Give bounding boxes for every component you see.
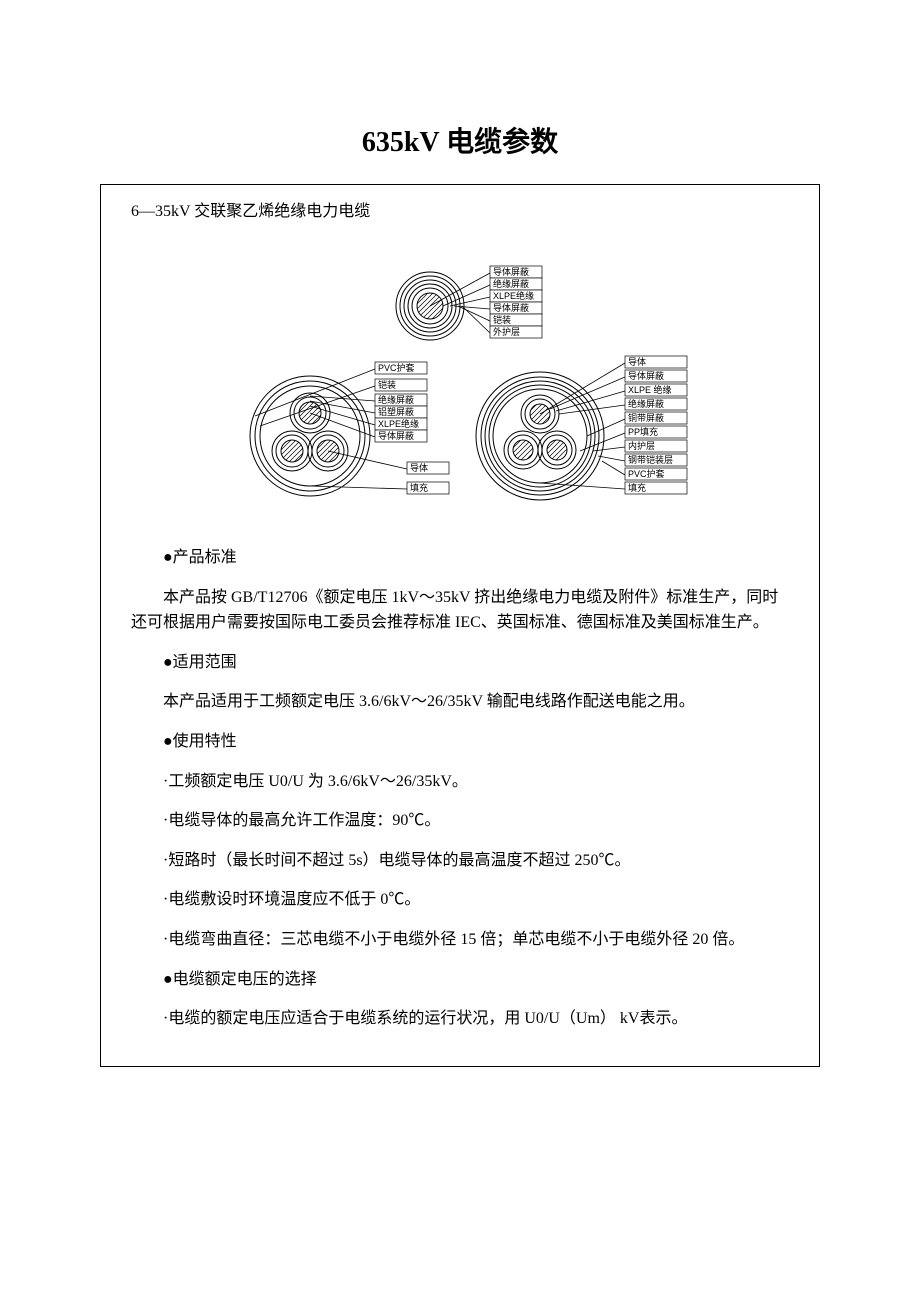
section-item: ·工频额定电压 U0/U 为 3.6/6kV～26/35kV。 (131, 769, 789, 795)
section-para: 本产品按 GB/T12706《额定电压 1kV～35kV 挤出绝缘电力电缆及附件… (131, 585, 789, 636)
section-para: 本产品适用于工频额定电压 3.6/6kV～26/35kV 输配电线路作配送电能之… (131, 689, 789, 715)
right-label-3: 绝缘屏蔽 (628, 398, 664, 409)
cable-diagram: 导体屏蔽 绝缘屏蔽 XLPE绝缘 导体屏蔽 铠装 外护层 (180, 251, 740, 511)
right-label-5: PP填充 (628, 426, 658, 437)
right-label-4: 铜带屏蔽 (628, 412, 664, 423)
three-core-cable-left: PVC护套 铠装 绝缘屏蔽 铝塑屏蔽 XLPE绝缘 导体屏蔽 导体 填充 (250, 362, 449, 496)
left-label-5: 导体屏蔽 (378, 430, 414, 441)
section-head: ●电缆额定电压的选择 (131, 967, 789, 993)
content-box: 6—35kV 交联聚乙烯绝缘电力电缆 (100, 184, 820, 1067)
single-core-cable: 导体屏蔽 绝缘屏蔽 XLPE绝缘 导体屏蔽 铠装 外护层 (396, 266, 542, 340)
left-label-4: XLPE绝缘 (378, 418, 419, 429)
top-labels: 导体屏蔽 绝缘屏蔽 XLPE绝缘 导体屏蔽 铠装 外护层 (490, 266, 542, 338)
left-label-6: 导体 (410, 462, 428, 473)
left-label-7: 填充 (410, 482, 428, 493)
top-label-4: 铠装 (493, 314, 511, 325)
top-label-1: 绝缘屏蔽 (493, 278, 529, 289)
left-label-1: 铠装 (378, 379, 396, 390)
left-label-0: PVC护套 (378, 362, 415, 373)
top-label-0: 导体屏蔽 (493, 266, 529, 277)
section-item: ·电缆敷设时环境温度应不低于 0℃。 (131, 887, 789, 913)
right-label-1: 导体屏蔽 (628, 370, 664, 381)
section-item: ·短路时（最长时间不超过 5s）电缆导体的最高温度不超过 250℃。 (131, 848, 789, 874)
diagram-container: 导体屏蔽 绝缘屏蔽 XLPE绝缘 导体屏蔽 铠装 外护层 (101, 231, 819, 531)
section-head: ●产品标准 (131, 545, 789, 571)
page: 635kV 电缆参数 6—35kV 交联聚乙烯绝缘电力电缆 (0, 0, 920, 1147)
text-section: ●产品标准 本产品按 GB/T12706《额定电压 1kV～35kV 挤出绝缘电… (101, 545, 819, 1032)
section-item: ·电缆的额定电压应适合于电缆系统的运行状况，用 U0/U（Um） kV表示。 (131, 1006, 789, 1032)
right-label-2: XLPE 绝缘 (628, 384, 672, 395)
right-label-7: 钢带铠装层 (628, 454, 673, 465)
table-header: 6—35kV 交联聚乙烯绝缘电力电缆 (101, 197, 819, 231)
section-head: ●适用范围 (131, 650, 789, 676)
right-labels: 导体 导体屏蔽 XLPE 绝缘 绝缘屏蔽 铜带屏蔽 PP填充 内护层 钢带铠装层… (625, 356, 687, 494)
top-label-2: XLPE绝缘 (493, 290, 534, 301)
top-label-5: 外护层 (493, 326, 520, 337)
right-label-0: 导体 (628, 356, 646, 367)
left-label-2: 绝缘屏蔽 (378, 394, 414, 405)
document-title: 635kV 电缆参数 (100, 120, 820, 160)
three-core-cable-right: 导体 导体屏蔽 XLPE 绝缘 绝缘屏蔽 铜带屏蔽 PP填充 内护层 钢带铠装层… (476, 356, 687, 500)
section-item: ·电缆弯曲直径：三芯电缆不小于电缆外径 15 倍；单芯电缆不小于电缆外径 20 … (131, 927, 789, 953)
section-item: ·电缆导体的最高允许工作温度：90℃。 (131, 808, 789, 834)
section-head: ●使用特性 (131, 729, 789, 755)
right-label-8: PVC护套 (628, 468, 665, 479)
top-label-3: 导体屏蔽 (493, 302, 529, 313)
left-label-3: 铝塑屏蔽 (378, 406, 414, 417)
right-label-9: 填充 (628, 482, 646, 493)
left-labels: PVC护套 铠装 绝缘屏蔽 铝塑屏蔽 XLPE绝缘 导体屏蔽 导体 填充 (375, 362, 449, 494)
right-label-6: 内护层 (628, 440, 655, 451)
